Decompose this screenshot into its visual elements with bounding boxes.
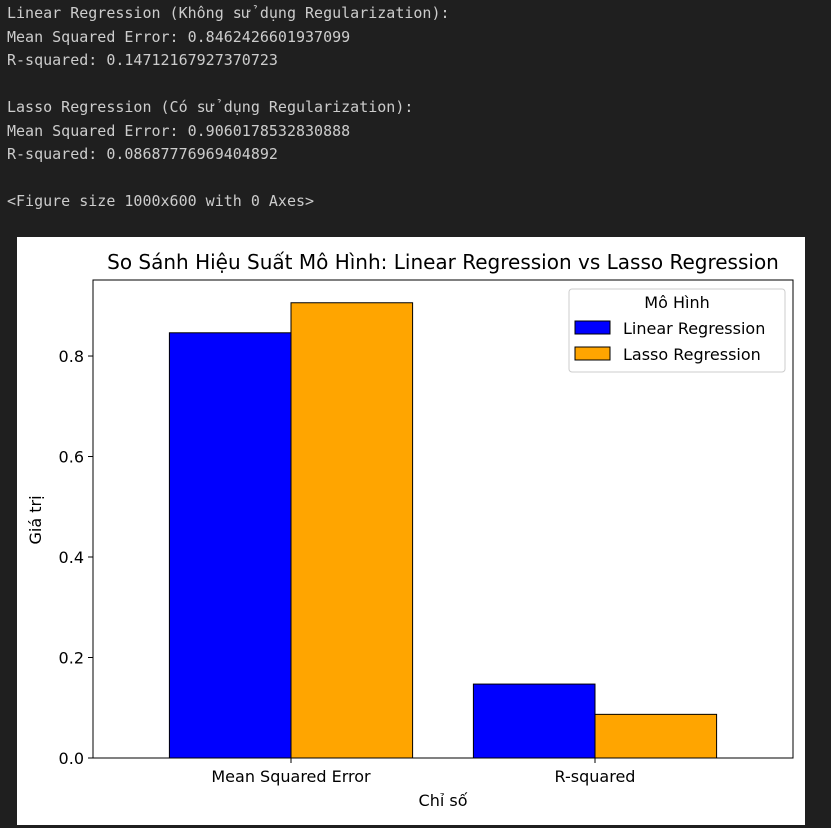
legend-label: Lasso Regression (623, 345, 761, 364)
bar (594, 713, 718, 759)
bar (290, 302, 414, 759)
output-line: <Figure size 1000x600 with 0 Axes> (7, 192, 315, 210)
chart-title: So Sánh Hiệu Suất Mô Hình: Linear Regres… (107, 250, 779, 274)
output-line: R-squared: 0.14712167927370723 (7, 51, 278, 69)
output-block: Lasso Regression (Có sử dụng Regularizat… (7, 96, 450, 167)
output-block: <Figure size 1000x600 with 0 Axes> (7, 190, 450, 214)
y-axis-label: Giá trị (26, 495, 45, 544)
plot-frame (92, 279, 794, 759)
output-block: Linear Regression (Không sử dụng Regular… (7, 2, 450, 73)
legend-swatch (574, 320, 611, 335)
output-line: Mean Squared Error: 0.9060178532830888 (7, 121, 351, 140)
x-tick-label: Mean Squared Error (211, 767, 371, 786)
legend-box (568, 288, 786, 373)
y-tick-label: 0.0 (59, 749, 84, 768)
y-tick-label: 0.4 (59, 548, 84, 567)
legend: Mô Hình Linear Regression Lasso Regression (568, 288, 786, 373)
legend-label: Linear Regression (623, 319, 765, 338)
chart: So Sánh Hiệu Suất Mô Hình: Linear Regres… (17, 237, 805, 825)
y-tick-label: 0.8 (59, 347, 84, 366)
x-axis-label: Chỉ số (419, 791, 468, 810)
cell-output: Linear Regression (Không sử dụng Regular… (7, 2, 450, 237)
output-line: R-squared: 0.08687776969404892 (7, 145, 278, 163)
y-tick-label: 0.6 (59, 448, 84, 467)
output-line: Mean Squared Error: 0.8462426601937099 (7, 27, 351, 46)
bar (472, 683, 596, 759)
bar (168, 332, 292, 759)
legend-title: Mô Hình (644, 293, 709, 312)
x-tick-label: R-squared (555, 767, 636, 786)
y-tick-label: 0.2 (59, 649, 84, 668)
output-line: Lasso Regression (Có sử dụng Regularizat… (7, 98, 414, 116)
legend-swatch (574, 346, 611, 361)
output-line: Linear Regression (Không sử dụng Regular… (7, 4, 450, 22)
